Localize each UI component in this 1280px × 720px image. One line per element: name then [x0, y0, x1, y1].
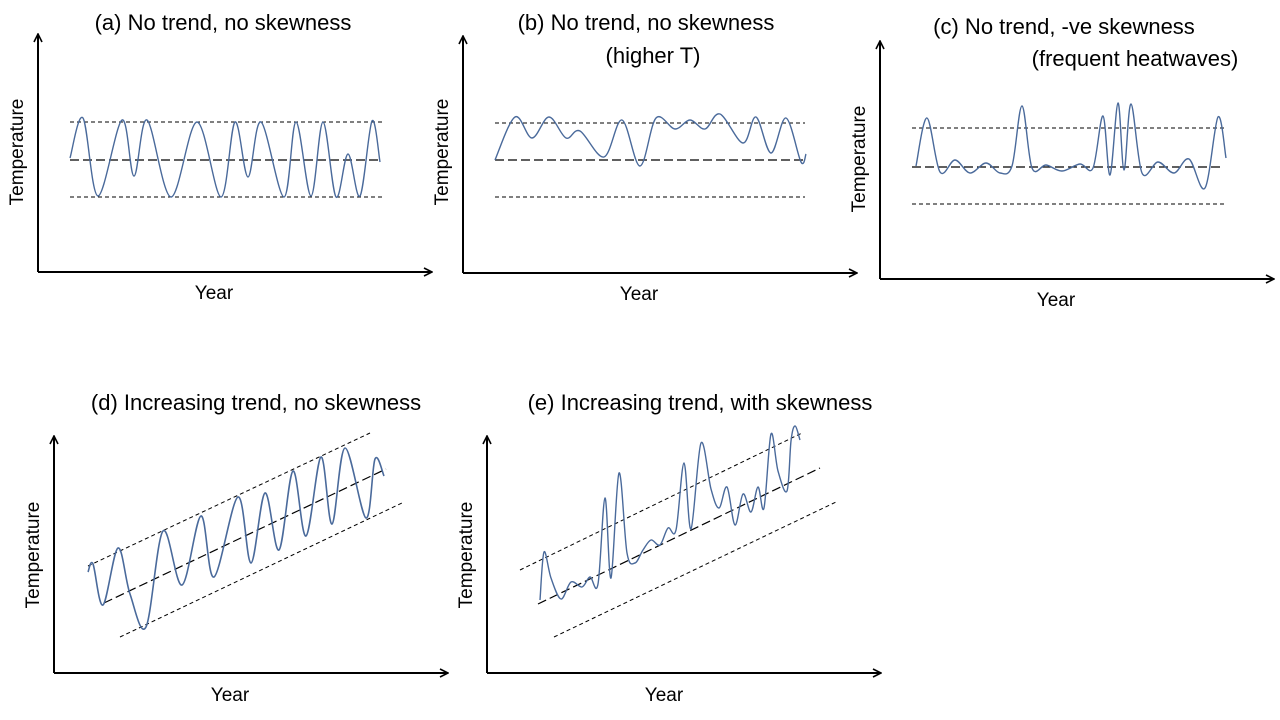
panel-e-trend-line [537, 467, 821, 605]
panel-a-temperature-curve [69, 116, 381, 198]
panel-c: (c) No trend, -ve skewness (frequent hea… [849, 14, 1274, 311]
panel-a: (a) No trend, no skewness Year Temperatu… [7, 10, 432, 304]
panel-c-temperature-curve [915, 102, 1227, 190]
panel-e: (e) Increasing trend, with skewness Year… [456, 390, 881, 706]
panel-d-ylabel: Temperature [23, 502, 44, 609]
panel-d-lower-bound [119, 502, 403, 638]
panel-c-ylabel: Temperature [849, 106, 870, 213]
panel-e-ylabel: Temperature [456, 502, 477, 609]
panel-a-title: (a) No trend, no skewness [95, 10, 352, 35]
panel-e-lower-bound [553, 501, 837, 638]
panel-c-xlabel: Year [1037, 290, 1076, 311]
panel-b-temperature-curve [494, 113, 807, 167]
panel-e-upper-bound [519, 432, 803, 571]
panel-d: (d) Increasing trend, no skewness Year T… [23, 390, 448, 706]
panel-b-xlabel: Year [620, 284, 659, 305]
panel-c-title-line1: (c) No trend, -ve skewness [933, 14, 1195, 39]
panel-e-temperature-curve [539, 425, 801, 601]
panel-e-xlabel: Year [645, 685, 684, 706]
panel-d-title: (d) Increasing trend, no skewness [91, 390, 421, 415]
panel-b-title-line2: (higher T) [606, 43, 701, 68]
panel-e-title: (e) Increasing trend, with skewness [528, 390, 873, 415]
panel-d-temperature-curve [87, 447, 385, 630]
panel-a-ylabel: Temperature [7, 99, 28, 206]
panel-a-xlabel: Year [195, 283, 234, 304]
panel-b-ylabel: Temperature [432, 99, 453, 206]
panel-d-xlabel: Year [211, 685, 250, 706]
panel-b-title-line1: (b) No trend, no skewness [518, 10, 775, 35]
panel-d-trend-line [103, 468, 387, 604]
panel-d-upper-bound [87, 432, 371, 567]
panel-c-title-line2: (frequent heatwaves) [1032, 46, 1239, 71]
panel-b: (b) No trend, no skewness (higher T) Yea… [432, 10, 857, 305]
